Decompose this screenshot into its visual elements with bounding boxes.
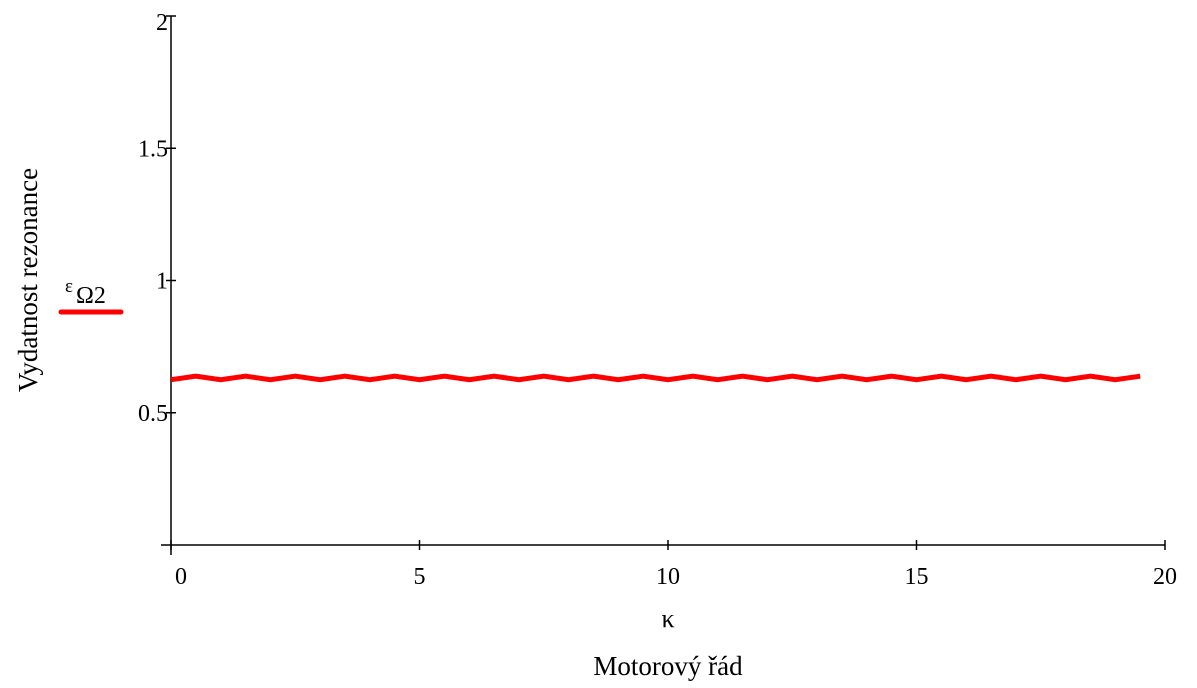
ticks: 0 5 10 15 20 0.5 1 1.5 2: [138, 10, 1177, 590]
legend-label-base: ε: [65, 276, 73, 297]
y-tick-label: 1.5: [138, 136, 168, 162]
x-tick-label: 20: [1153, 564, 1177, 590]
series-layer: [170, 373, 1141, 383]
legend-label-sub: Ω2: [76, 283, 106, 309]
series-line-0: [170, 373, 1141, 383]
y-tick-label: 2: [156, 10, 168, 36]
axes: [161, 16, 1165, 555]
x-axis-symbol: κ: [661, 604, 674, 633]
x-tick-label: 0: [175, 564, 187, 590]
x-tick-label: 5: [414, 564, 426, 590]
y-tick-label: 0.5: [138, 401, 168, 427]
y-axis-label: Vydatnost rezonance: [13, 168, 43, 392]
y-tick-label: 1: [156, 269, 168, 295]
legend: ε Ω2: [58, 276, 124, 315]
x-axis-label: Motorový řád: [593, 651, 743, 681]
x-tick-label: 15: [905, 564, 929, 590]
x-tick-label: 10: [656, 564, 680, 590]
